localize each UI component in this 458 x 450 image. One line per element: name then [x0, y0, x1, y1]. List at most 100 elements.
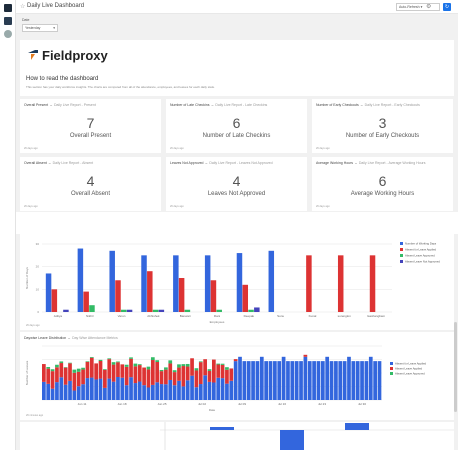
metric-card: Number of Early Checkouts – Daily Live R… — [312, 99, 453, 153]
gear-icon[interactable]: ⚙ — [426, 4, 432, 10]
legend-label: Number of Working Days — [405, 242, 437, 246]
chart-updated-time: 26 days ago — [26, 324, 40, 327]
bar — [116, 362, 120, 378]
bar — [152, 309, 159, 312]
bar — [111, 364, 116, 382]
card-value: 3 — [378, 115, 387, 131]
bar — [259, 356, 264, 400]
bar — [342, 361, 347, 400]
scrollbar[interactable] — [454, 322, 457, 412]
x-tick-label: Rani — [214, 314, 221, 318]
bar — [233, 359, 238, 362]
bar — [50, 369, 55, 372]
bar — [216, 377, 221, 400]
bar — [98, 359, 103, 362]
card-updated-time: 26 days ago — [316, 147, 330, 150]
bar — [181, 386, 186, 400]
employee-attendance-panel: 0 10 20 30 Aditya Nikhil Varun Abhishek Banwari R… — [20, 234, 454, 330]
bar — [316, 361, 321, 400]
bar — [373, 361, 377, 400]
bar — [264, 361, 269, 400]
bar — [236, 253, 243, 312]
bar — [121, 309, 127, 312]
x-tick-label: surenglon — [338, 314, 352, 318]
bar — [334, 361, 338, 400]
bar — [181, 364, 186, 367]
card-value: 4 — [86, 173, 95, 189]
legend-label: Absent Leave Approved — [405, 254, 435, 258]
bar — [55, 382, 59, 400]
bar — [55, 367, 59, 383]
legend-label: Absent Leave Approved — [395, 372, 425, 376]
leave-chart-title: Daywise Leave Distribution – Day Wise At… — [24, 336, 118, 340]
x-tick-label: Jul 30 — [358, 402, 366, 406]
chart-updated-time: 26 minutes ago — [26, 414, 44, 417]
metric-card: Number of Late Checkins – Daily Live Rep… — [166, 99, 307, 153]
bar — [168, 363, 173, 380]
bar — [107, 358, 112, 360]
bar — [150, 357, 155, 361]
auto-refresh-select[interactable]: Auto-Refresh ▾ — [396, 3, 440, 11]
x-tick-label: Jun 25 — [157, 402, 166, 406]
star-icon[interactable]: ☆ — [20, 4, 26, 10]
date-filter-select[interactable]: Yesterday ▾ — [22, 24, 58, 32]
bar — [103, 369, 107, 388]
bar — [178, 278, 185, 312]
bar — [190, 375, 194, 400]
legend-label: Absent Leave Not Approved — [405, 260, 440, 264]
card-title: Overall Present – Daily Live Report - Pr… — [24, 103, 96, 107]
bar — [351, 361, 356, 400]
brand-name: Fieldproxy — [42, 48, 108, 63]
refresh-button[interactable]: ↻ — [443, 3, 451, 11]
bar — [164, 367, 168, 370]
bar — [177, 367, 181, 381]
y-tick-label: 30 — [36, 242, 40, 246]
bar — [137, 381, 142, 400]
settings-icon[interactable] — [4, 30, 12, 38]
bar — [63, 309, 69, 312]
bar — [194, 370, 199, 388]
bar — [246, 361, 251, 400]
bar — [50, 388, 55, 400]
bar — [337, 255, 344, 312]
bar — [286, 361, 290, 400]
bar — [220, 364, 225, 379]
bar — [68, 363, 72, 381]
legend-swatch — [400, 254, 403, 257]
bar — [347, 356, 351, 400]
bar — [59, 361, 64, 364]
x-axis-label: Date — [209, 408, 216, 412]
bar — [225, 369, 229, 384]
bar — [42, 364, 46, 382]
bar — [141, 255, 147, 312]
x-tick-label: Nikhil — [86, 314, 94, 318]
bar — [177, 380, 181, 400]
bar — [109, 250, 115, 312]
bar — [150, 360, 155, 385]
bar — [172, 372, 177, 386]
bar — [83, 291, 89, 312]
bottom-chart-panel — [20, 422, 454, 450]
bar — [268, 361, 273, 400]
how-to-heading: How to read the dashboard — [26, 76, 99, 82]
bar — [225, 367, 229, 370]
bar — [220, 378, 225, 400]
bar — [198, 362, 203, 385]
bar — [51, 289, 58, 312]
bar — [133, 366, 138, 384]
bottom-bar — [280, 430, 304, 450]
section-divider — [16, 212, 458, 234]
bar — [177, 364, 181, 368]
card-label: Average Working Hours — [350, 191, 415, 197]
metric-card: Overall Absent – Daily Live Report - Abs… — [20, 157, 161, 211]
dashboard-icon[interactable] — [4, 17, 12, 25]
bar — [194, 368, 199, 371]
card-label: Overall Present — [69, 133, 112, 139]
bar — [68, 362, 72, 364]
bar — [220, 363, 225, 365]
date-filter: Date Yesterday ▾ — [22, 18, 58, 32]
bar — [312, 361, 316, 400]
app-logo-icon[interactable] — [4, 4, 12, 12]
bar — [325, 356, 330, 400]
bar — [133, 383, 138, 400]
